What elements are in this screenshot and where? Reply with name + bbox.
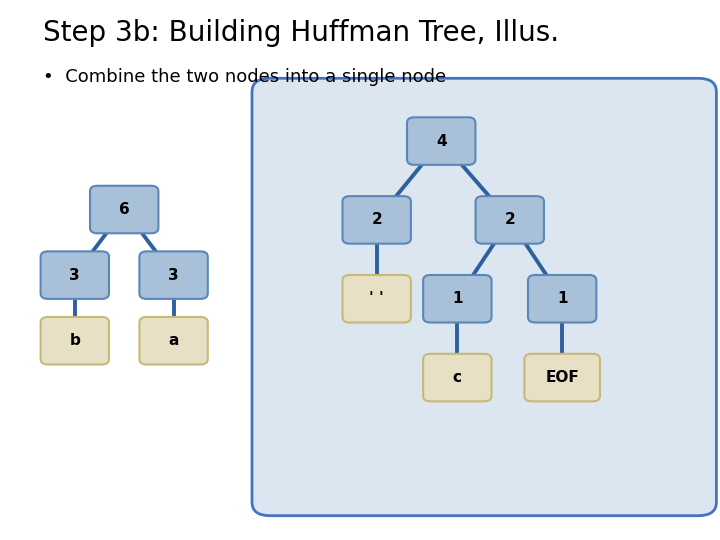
Text: Step 3b: Building Huffman Tree, Illus.: Step 3b: Building Huffman Tree, Illus. <box>43 19 559 47</box>
Text: 1: 1 <box>557 291 567 306</box>
FancyBboxPatch shape <box>423 275 492 322</box>
Text: c: c <box>453 370 462 385</box>
Text: b: b <box>69 333 80 348</box>
Text: a: a <box>168 333 179 348</box>
FancyBboxPatch shape <box>528 275 596 322</box>
Text: ' ': ' ' <box>369 291 384 306</box>
Text: 4: 4 <box>436 133 446 148</box>
FancyBboxPatch shape <box>407 117 475 165</box>
Text: 3: 3 <box>70 268 80 282</box>
FancyBboxPatch shape <box>343 196 411 244</box>
Text: 3: 3 <box>168 268 179 282</box>
FancyBboxPatch shape <box>90 186 158 233</box>
FancyBboxPatch shape <box>40 317 109 364</box>
FancyBboxPatch shape <box>140 252 208 299</box>
Text: •  Combine the two nodes into a single node: • Combine the two nodes into a single no… <box>43 68 446 85</box>
Text: 1: 1 <box>452 291 462 306</box>
FancyBboxPatch shape <box>40 252 109 299</box>
FancyBboxPatch shape <box>476 196 544 244</box>
FancyBboxPatch shape <box>524 354 600 401</box>
FancyBboxPatch shape <box>252 78 716 516</box>
Text: 6: 6 <box>119 202 130 217</box>
Text: 2: 2 <box>505 212 515 227</box>
FancyBboxPatch shape <box>423 354 492 401</box>
Text: 2: 2 <box>372 212 382 227</box>
Text: EOF: EOF <box>545 370 579 385</box>
FancyBboxPatch shape <box>140 317 208 364</box>
FancyBboxPatch shape <box>343 275 411 322</box>
